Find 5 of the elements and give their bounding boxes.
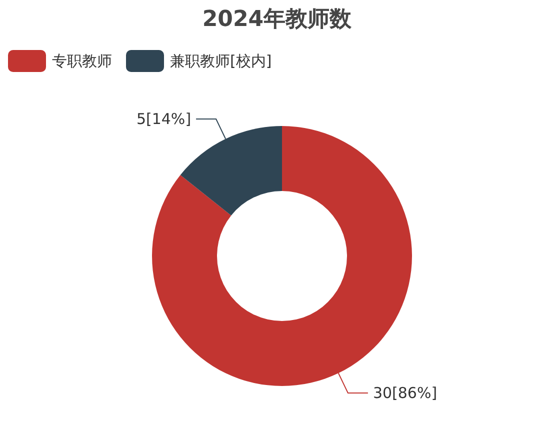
legend-label: 专职教师 <box>52 52 112 70</box>
data-label: 5[14%] <box>136 110 192 128</box>
legend-label: 兼职教师[校内] <box>170 52 272 70</box>
chart-title: 2024年教师数 <box>201 6 353 34</box>
data-label: 30[86%] <box>372 384 438 402</box>
